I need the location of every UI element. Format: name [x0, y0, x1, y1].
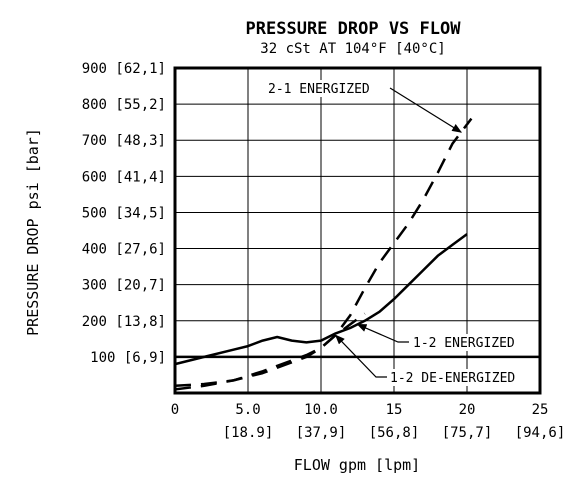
x-tick-label: 10.0	[304, 402, 338, 418]
y-tick-label: 600 [41,4]	[82, 169, 166, 185]
x-tick-label: 15	[386, 402, 403, 418]
annotation-label-bg	[387, 369, 531, 386]
x-tick-label: 20	[459, 402, 476, 418]
annotation-label: 2-1 ENERGIZED	[268, 82, 370, 97]
series-1-2-de-energized-line	[174, 312, 366, 388]
x-axis-label: FLOW gpm [lpm]	[294, 456, 420, 474]
annotation-label-bg	[410, 334, 528, 351]
annotation-leader-arrow	[356, 323, 409, 343]
annotation-leader-arrow	[334, 334, 387, 378]
y-axis-ticks: 100 [6,9] 200 [13,8] 300 [20,7] 400 [27,6] 5…	[82, 61, 166, 366]
series-lines	[174, 117, 473, 391]
annotation-group: 2-1 ENERGIZED	[265, 80, 463, 133]
y-tick-label: 700 [48,3]	[82, 133, 166, 149]
x-tick-label: 0	[171, 402, 179, 418]
series-1-2-energized-line	[174, 233, 468, 366]
annotation-group: 1-2 ENERGIZED	[356, 323, 528, 351]
y-tick-label: 800 [55,2]	[82, 97, 166, 113]
y-tick-label: 400 [27,6]	[82, 242, 166, 258]
x-tick-label: 5.0	[235, 402, 260, 418]
x-axis-ticks: 0 5.0 [18.9] 10.0 [37,9] 15 [56,8] 20 [75,7] 25 [9…	[171, 402, 566, 441]
y-tick-label: 500 [34,5]	[82, 205, 166, 221]
y-axis-label: PRESSURE DROP psi [bar]	[24, 128, 42, 336]
x-tick-sublabel: [56,8]	[369, 425, 420, 441]
y-tick-label: 300 [20,7]	[82, 278, 166, 294]
x-tick-sublabel: [75,7]	[442, 425, 493, 441]
chart-title: PRESSURE DROP VS FLOW	[246, 19, 462, 39]
chart-subtitle: 32 cSt AT 104°F [40°C]	[260, 41, 445, 57]
x-tick-sublabel: [18.9]	[223, 425, 274, 441]
annotation-label: 1-2 ENERGIZED	[413, 336, 515, 351]
annotations: 2-1 ENERGIZED 1-2 ENERGIZED 1-2 DE-ENERGIZ…	[265, 80, 531, 386]
annotation-leader-arrow	[389, 87, 463, 133]
y-tick-label: 900 [62,1]	[82, 61, 166, 77]
x-tick-sublabel: [37,9]	[296, 425, 347, 441]
annotation-label: 1-2 DE-ENERGIZED	[390, 371, 515, 386]
y-tick-label: 200 [13,8]	[82, 314, 166, 330]
plot-frame	[173, 66, 542, 395]
annotation-group: 1-2 DE-ENERGIZED	[334, 334, 531, 386]
x-tick-sublabel: [94,6]	[515, 425, 566, 441]
x-tick-label: 25	[532, 402, 549, 418]
annotation-label-bg	[265, 80, 383, 97]
y-tick-label: 100 [6,9]	[90, 350, 166, 366]
